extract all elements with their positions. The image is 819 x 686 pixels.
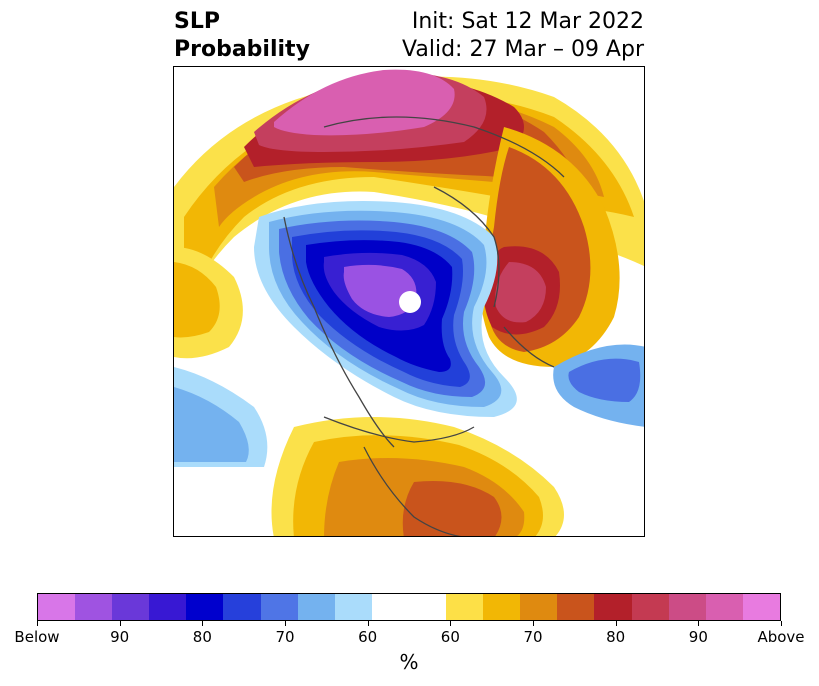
above-eurasia-magenta: [274, 69, 455, 136]
below-europe-mid: [568, 358, 641, 402]
north-pole: [399, 291, 421, 313]
title-line-measure: Probability: [174, 37, 310, 62]
colorbar-segment: [742, 594, 780, 620]
colorbar-tick-label: 60: [440, 628, 460, 646]
colorbar-tick-label: 80: [606, 628, 626, 646]
title-line-variable: SLP: [174, 9, 220, 34]
valid-range: Valid: 27 Mar – 09 Apr: [402, 37, 644, 62]
colorbar-tick-label: Below: [14, 628, 60, 646]
colorbar-tick-mark: [615, 621, 617, 626]
colorbar-segment: [38, 594, 76, 620]
above-atlantic-orange: [402, 481, 502, 536]
colorbar-tick-mark: [533, 621, 534, 626]
colorbar-segment: [631, 594, 669, 620]
above-pacific-pink: [495, 262, 546, 323]
colorbar-segment: [334, 594, 372, 620]
colorbar-segment: [668, 594, 706, 620]
colorbar-tick-label: Above: [757, 628, 805, 646]
colorbar-segment: [705, 594, 743, 620]
colorbar-unit: %: [399, 650, 419, 674]
colorbar-tick-mark: [119, 621, 121, 626]
colorbar-tick-label: 70: [523, 628, 543, 646]
colorbar-segment: [186, 594, 224, 620]
colorbar-segment: [297, 594, 335, 620]
colorbar-tick-mark: [37, 621, 38, 626]
init-date: Init: Sat 12 Mar 2022: [411, 9, 644, 34]
colorbar-segment: [260, 594, 298, 620]
colorbar-tick-mark: [450, 621, 452, 626]
colorbar-tick-mark: [202, 621, 204, 626]
above-left-gold: [174, 262, 220, 338]
colorbar-segment: [557, 594, 595, 620]
map-title: SLP Probability: [174, 8, 310, 64]
colorbar-segment: [112, 594, 150, 620]
colorbar-tick-label: 80: [192, 628, 212, 646]
colorbar-tick-label: 60: [358, 628, 378, 646]
colorbar: [37, 593, 781, 621]
colorbar-segment: [483, 594, 521, 620]
colorbar-tick-mark: [285, 621, 286, 626]
date-info: Init: Sat 12 Mar 2022 Valid: 27 Mar – 09…: [402, 8, 644, 64]
below-violet: [343, 264, 417, 317]
probability-map: [173, 66, 645, 537]
colorbar-tick-label: 90: [688, 628, 708, 646]
below-west-sky: [174, 387, 249, 462]
coastlines: [283, 116, 565, 536]
colorbar-segment: [149, 594, 187, 620]
colorbar-segment: [371, 594, 409, 620]
colorbar-tick-label: 70: [275, 628, 295, 646]
colorbar-tick-mark: [367, 621, 369, 626]
colorbar-segment: [408, 594, 447, 620]
colorbar-segment: [594, 594, 632, 620]
colorbar-tick-label: 90: [110, 628, 130, 646]
colorbar-tick-mark: [698, 621, 700, 626]
colorbar-segment: [446, 594, 484, 620]
colorbar-segment: [520, 594, 558, 620]
colorbar-segment: [223, 594, 261, 620]
colorbar-segment: [75, 594, 113, 620]
colorbar-tick-mark: [781, 621, 782, 626]
